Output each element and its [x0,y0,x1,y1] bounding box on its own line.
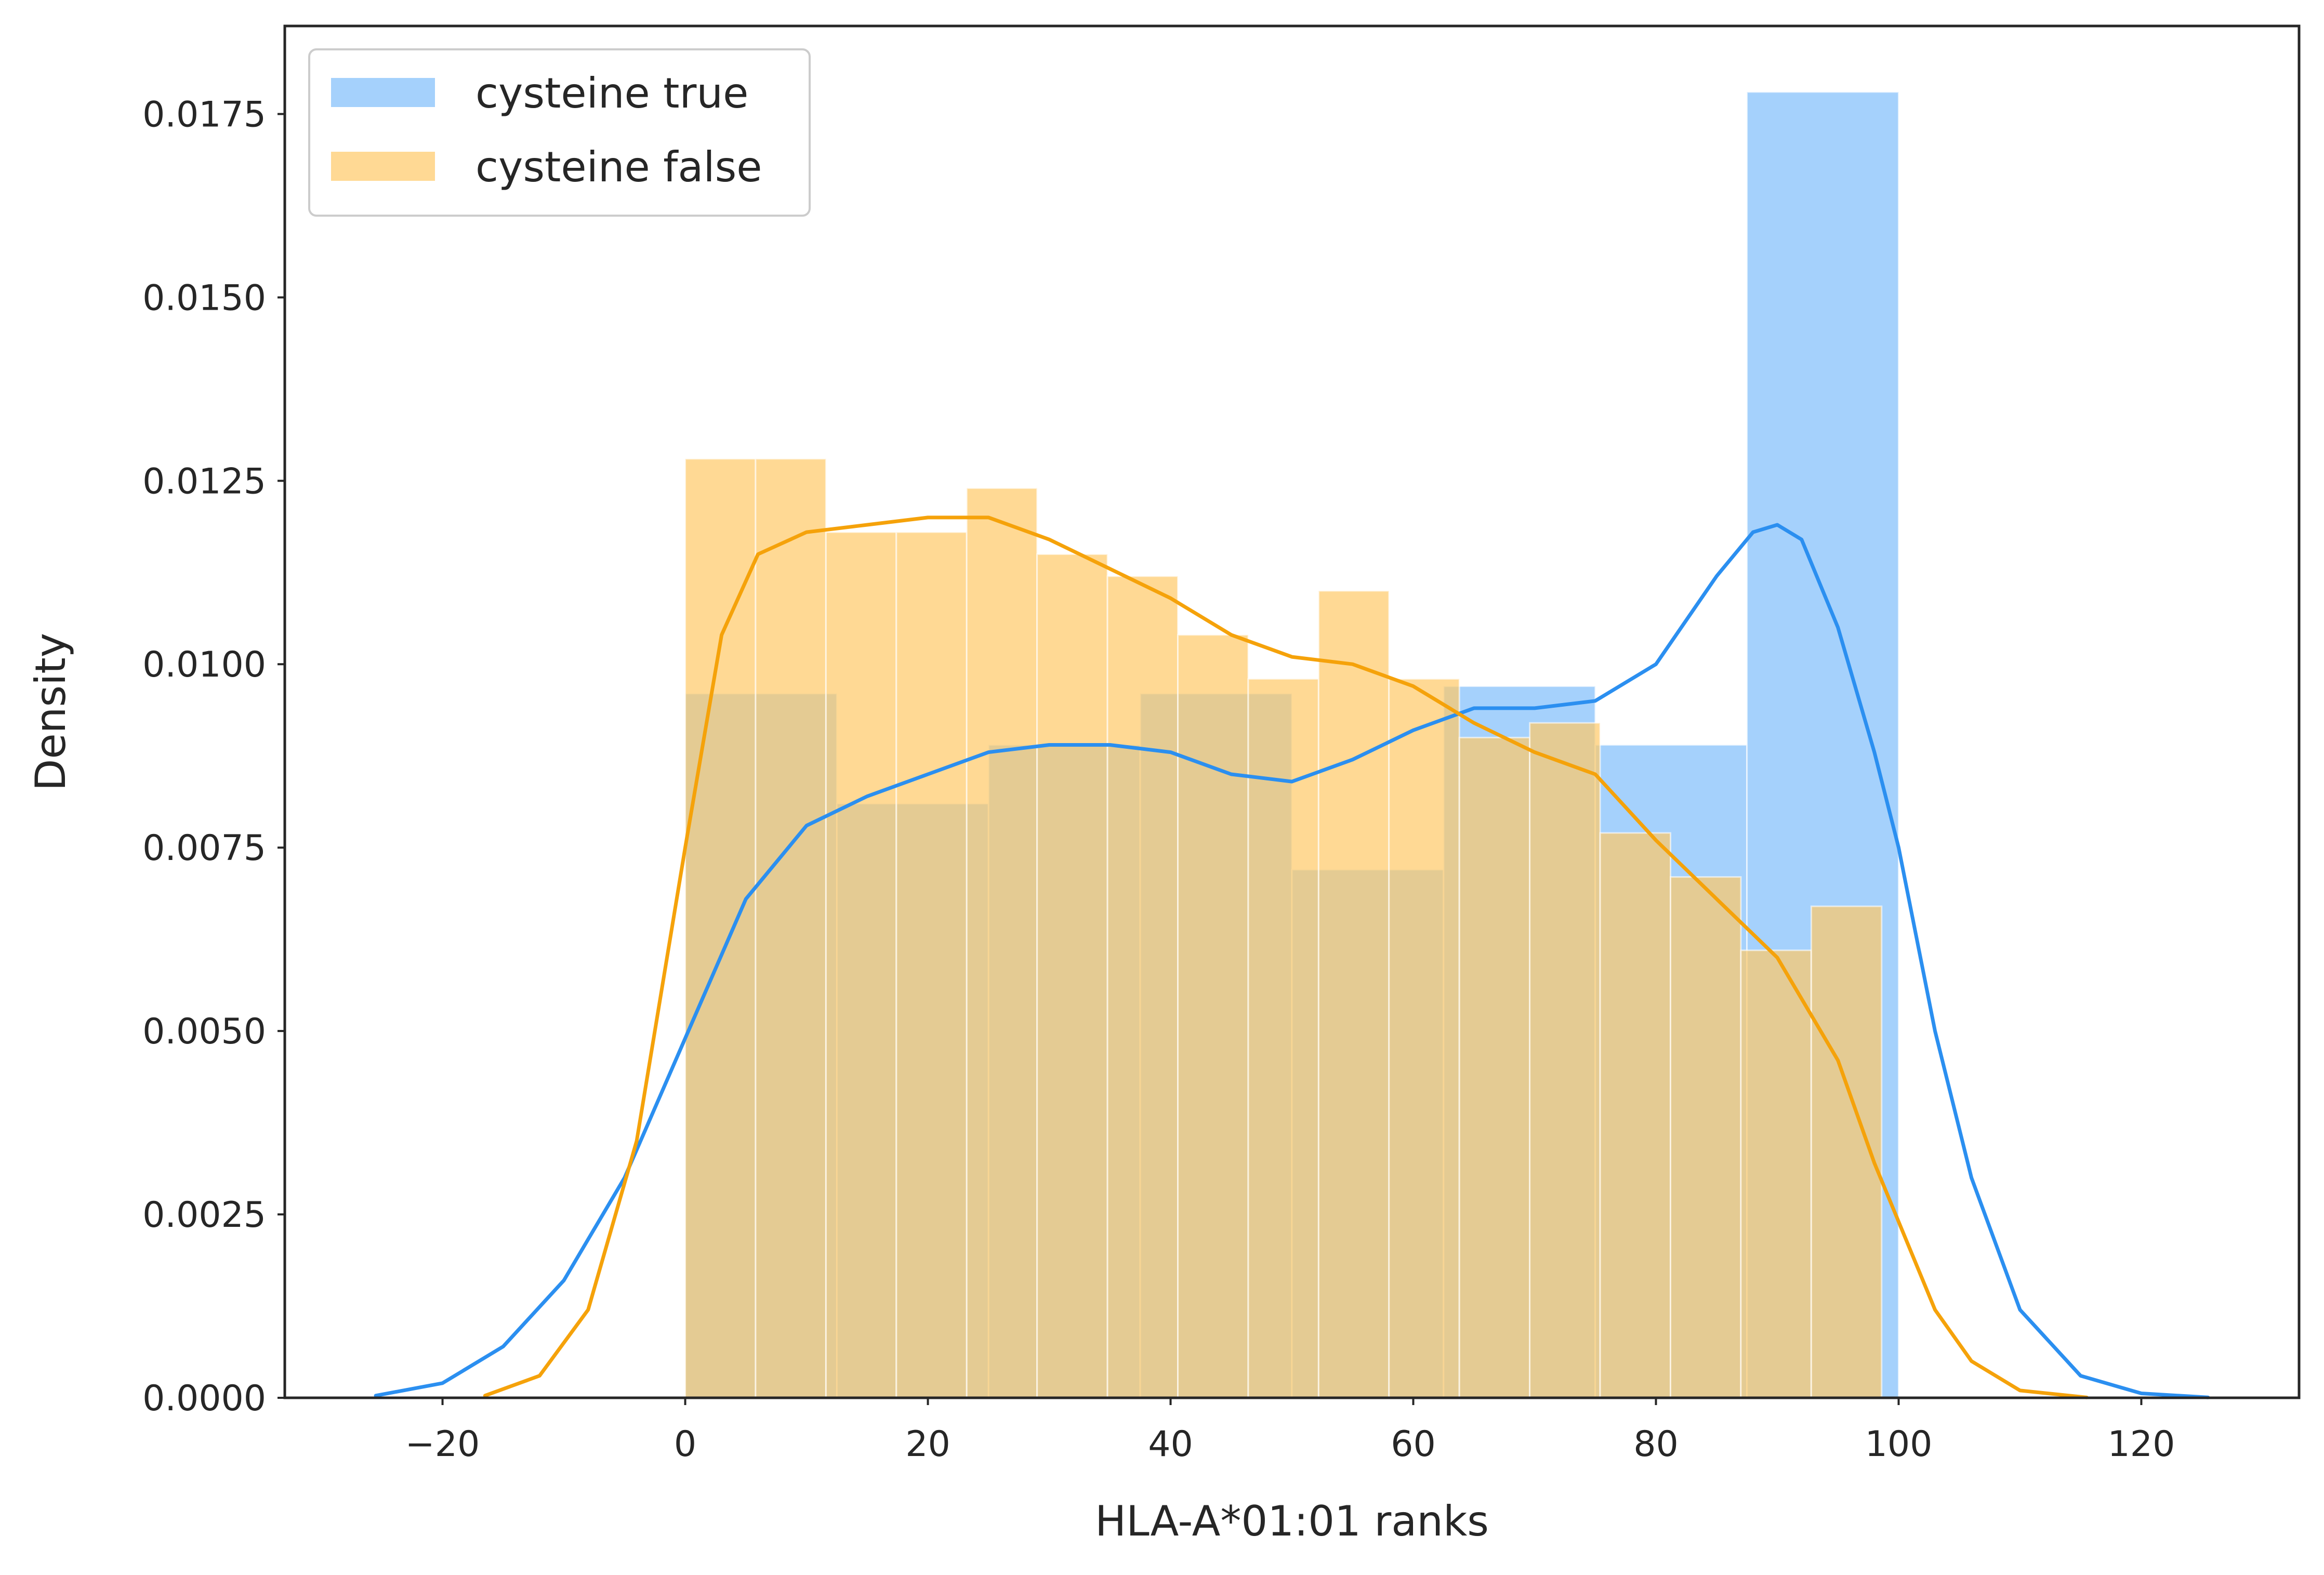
kde-line-cysteine-true [374,523,2210,1399]
bar-cysteine-false-0 [684,458,757,1399]
bar-cysteine-false-9 [1317,590,1390,1399]
x-tick-label: 100 [1865,1424,1933,1465]
x-axis-title: HLA-A*01:01 ranks [1095,1497,1489,1545]
bar-cysteine-false-7 [1177,634,1249,1399]
y-tick-label: 0.0025 [142,1195,266,1236]
legend-swatch-cysteine-true [331,78,435,107]
bar-cysteine-false-8 [1247,678,1319,1399]
y-tick-label: 0.0050 [142,1011,266,1052]
bar-cysteine-false-1 [755,458,827,1399]
x-tick-label: −20 [405,1424,480,1465]
kde-layer [374,515,2210,1399]
x-tick-label: 20 [905,1424,950,1465]
x-axis: −20 0 20 40 60 80 100 120 [405,1398,2175,1465]
legend-swatch-cysteine-false [331,152,435,181]
bars-layer [684,91,1899,1399]
y-tick-label: 0.0075 [142,828,266,869]
legend-label-cysteine-false: cysteine false [476,143,762,191]
x-tick-label: 0 [674,1424,696,1465]
bar-cysteine-false-10 [1388,678,1460,1399]
bar-cysteine-false-4 [966,487,1038,1399]
bar-cysteine-false-6 [1106,575,1179,1399]
bar-cysteine-false-15 [1740,949,1812,1399]
bar-cysteine-false-3 [895,531,968,1399]
x-tick-label: 80 [1633,1424,1679,1465]
x-tick-label: 120 [2108,1424,2175,1465]
bar-cysteine-false-2 [825,531,897,1399]
legend: cysteine true cysteine false [308,48,811,217]
bar-cysteine-false-14 [1670,876,1742,1399]
bar-cysteine-false-11 [1458,736,1531,1399]
x-tick-label: 60 [1391,1424,1436,1465]
y-tick-label: 0.0100 [142,644,266,685]
y-tick-label: 0.0125 [142,461,266,502]
y-axis: 0.0000 0.0025 0.0050 0.0075 0.0100 0.0125 0.01… [142,94,285,1419]
kde-line-cysteine-false [483,515,2089,1399]
y-axis-title: Density [27,633,75,791]
y-tick-label: 0.0175 [142,94,266,135]
x-tick-label: 40 [1148,1424,1193,1465]
bar-cysteine-false-5 [1036,553,1108,1399]
legend-label-cysteine-true: cysteine true [476,69,748,117]
y-tick-label: 0.0150 [142,277,266,319]
y-tick-label: 0.0000 [142,1378,266,1419]
plot-frame [283,24,2301,1399]
bar-cysteine-false-13 [1599,832,1672,1399]
bar-cysteine-false-12 [1529,722,1601,1399]
